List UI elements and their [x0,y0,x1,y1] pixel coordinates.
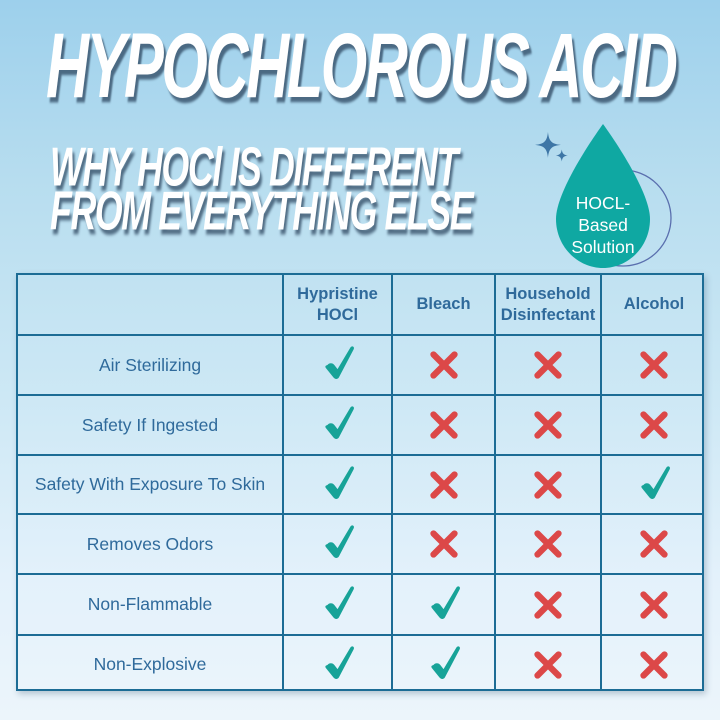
svg-text:Solution: Solution [571,237,634,257]
svg-text:Based: Based [578,215,628,235]
svg-text:HOCL-: HOCL- [576,193,631,213]
